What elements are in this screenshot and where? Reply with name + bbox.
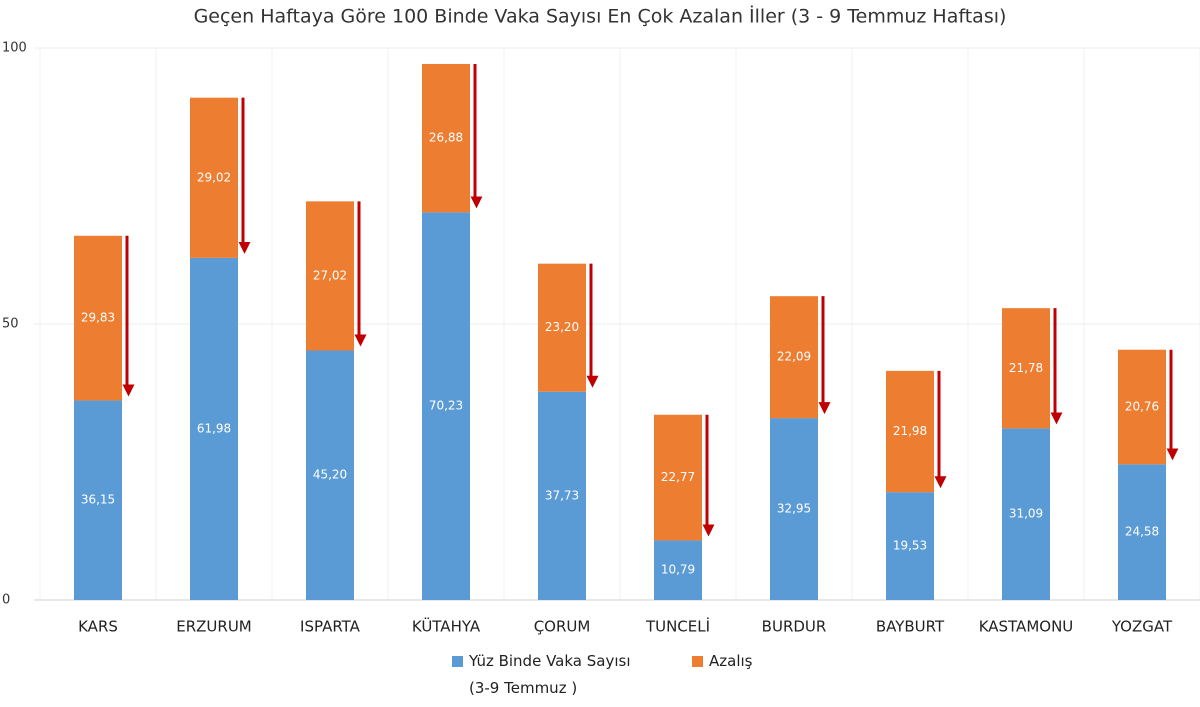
bar-segment bbox=[422, 212, 470, 601]
x-tick-label: ERZURUM bbox=[176, 618, 252, 636]
bar-segment bbox=[190, 257, 238, 600]
data-label: 31,09 bbox=[1009, 507, 1043, 521]
legend-label: Azalış bbox=[709, 652, 753, 670]
bar-segment bbox=[306, 201, 354, 351]
bar-segment bbox=[1002, 428, 1050, 600]
data-label: 21,78 bbox=[1009, 361, 1043, 375]
bar-segment bbox=[1002, 308, 1050, 429]
x-tick-label: BURDUR bbox=[762, 618, 827, 636]
bar-segment bbox=[538, 263, 586, 392]
bar-segment bbox=[886, 492, 934, 600]
data-label: 19,53 bbox=[893, 539, 927, 553]
bar-segment bbox=[1118, 464, 1166, 600]
data-label: 37,73 bbox=[545, 488, 579, 502]
bar-segment bbox=[422, 63, 470, 213]
data-label: 10,79 bbox=[661, 563, 695, 577]
y-tick-label: 50 bbox=[2, 317, 19, 332]
bar-segment bbox=[74, 400, 122, 600]
bar-segment bbox=[538, 391, 586, 600]
data-label: 70,23 bbox=[429, 399, 463, 413]
chart-title: Geçen Haftaya Göre 100 Binde Vaka Sayısı… bbox=[194, 5, 1007, 28]
legend-swatch bbox=[692, 656, 703, 667]
x-tick-label: TUNCELİ bbox=[645, 617, 710, 636]
bar-segment bbox=[770, 418, 818, 600]
bar-segment bbox=[74, 235, 122, 401]
x-tick-label: KASTAMONU bbox=[979, 618, 1074, 636]
data-label: 61,98 bbox=[197, 421, 231, 435]
data-label: 27,02 bbox=[313, 268, 347, 282]
bar-segment bbox=[306, 350, 354, 600]
x-tick-label: KÜTAHYA bbox=[412, 617, 481, 636]
data-label: 45,20 bbox=[313, 468, 347, 482]
bar-segment bbox=[1118, 349, 1166, 465]
y-tick-label: 100 bbox=[2, 41, 27, 56]
x-tick-label: YOZGAT bbox=[1111, 618, 1173, 636]
y-tick-label: 0 bbox=[2, 593, 10, 608]
data-label: 29,83 bbox=[81, 311, 115, 325]
data-label: 23,20 bbox=[545, 320, 579, 334]
bar-segment bbox=[654, 540, 702, 600]
x-tick-label: KARS bbox=[78, 618, 118, 636]
bar-segment bbox=[654, 414, 702, 541]
legend-label: Yüz Binde Vaka Sayısı (3-9 Temmuz ) bbox=[469, 652, 631, 697]
data-label: 32,95 bbox=[777, 502, 811, 516]
bar-segment bbox=[886, 370, 934, 493]
data-label: 22,09 bbox=[777, 350, 811, 364]
data-label: 29,02 bbox=[197, 170, 231, 184]
x-tick-label: ISPARTA bbox=[300, 618, 361, 636]
data-label: 26,88 bbox=[429, 131, 463, 145]
data-label: 24,58 bbox=[1125, 525, 1159, 539]
data-label: 36,15 bbox=[81, 493, 115, 507]
bar-segment bbox=[190, 97, 238, 258]
legend-swatch bbox=[452, 656, 463, 667]
bar-segment bbox=[770, 296, 818, 419]
x-tick-label: BAYBURT bbox=[876, 618, 945, 636]
data-label: 20,76 bbox=[1125, 400, 1159, 414]
data-label: 22,77 bbox=[661, 470, 695, 484]
data-label: 21,98 bbox=[893, 424, 927, 438]
x-tick-label: ÇORUM bbox=[534, 618, 591, 636]
